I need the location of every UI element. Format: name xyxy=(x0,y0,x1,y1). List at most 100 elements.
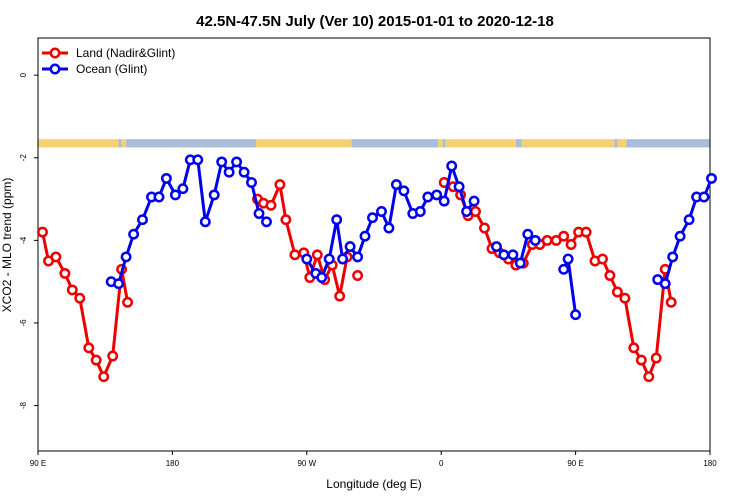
surface-bar xyxy=(38,139,710,148)
data-point xyxy=(514,257,526,269)
data-point xyxy=(311,249,323,261)
data-point xyxy=(323,253,335,265)
surface-segment-land xyxy=(38,139,119,148)
legend-land-label: Land (Nadir&Glint) xyxy=(76,46,175,60)
data-point xyxy=(301,253,313,265)
data-point xyxy=(334,290,346,302)
surface-segment-land xyxy=(256,139,352,148)
surface-segment-ocean xyxy=(614,139,618,148)
legend: Land (Nadir&Glint) Ocean (Glint) xyxy=(42,46,175,76)
data-point xyxy=(83,342,95,354)
series-line xyxy=(110,158,268,286)
data-point xyxy=(558,263,570,275)
series-layer xyxy=(37,154,717,383)
data-point xyxy=(446,160,458,172)
y-tick-label: -2 xyxy=(19,154,28,162)
surface-segment-land xyxy=(445,139,516,148)
data-point xyxy=(246,177,257,188)
data-point xyxy=(367,212,378,224)
plot-frame xyxy=(37,37,711,452)
data-point xyxy=(422,191,434,203)
data-point xyxy=(359,230,371,242)
data-point xyxy=(453,181,465,193)
surface-segment-land xyxy=(438,139,443,148)
data-point xyxy=(468,195,480,207)
data-point xyxy=(90,354,102,366)
data-point xyxy=(479,222,490,234)
data-point xyxy=(316,272,328,283)
surface-segment-ocean xyxy=(515,139,522,148)
surface-segment-land xyxy=(617,139,627,148)
legend-ocean-marker xyxy=(49,63,61,75)
data-point xyxy=(438,195,450,207)
data-point xyxy=(507,249,519,261)
data-point xyxy=(169,189,181,201)
surface-segment-ocean xyxy=(442,139,446,148)
data-point xyxy=(604,270,616,281)
legend-ocean-label: Ocean (Glint) xyxy=(76,62,147,76)
legend-land-marker xyxy=(49,47,61,59)
data-point xyxy=(659,278,671,290)
data-point xyxy=(665,296,677,308)
x-tick-label: 180 xyxy=(703,459,717,468)
surface-segment-land xyxy=(521,139,615,148)
surface-segment-ocean xyxy=(118,139,122,148)
y-tick-label: -4 xyxy=(19,236,28,244)
data-point xyxy=(352,251,364,263)
data-point xyxy=(628,342,640,354)
data-point xyxy=(461,206,473,217)
data-point xyxy=(107,350,119,362)
data-point xyxy=(160,172,172,184)
data-point xyxy=(192,154,204,166)
data-point xyxy=(619,292,631,304)
series-ocean xyxy=(105,154,717,321)
data-point xyxy=(265,199,277,211)
data-point xyxy=(50,251,62,263)
surface-segment-land xyxy=(121,139,127,148)
data-point xyxy=(529,234,541,246)
data-point xyxy=(153,191,165,203)
data-point xyxy=(398,185,410,197)
data-point xyxy=(565,239,577,250)
data-point xyxy=(431,189,443,201)
data-point xyxy=(611,286,623,298)
y-tick-label: -6 xyxy=(19,319,28,327)
data-point xyxy=(98,371,110,383)
data-point xyxy=(667,251,679,263)
data-point xyxy=(122,296,134,308)
data-point xyxy=(541,234,553,246)
data-point xyxy=(231,156,243,168)
data-point xyxy=(289,249,301,261)
data-point xyxy=(113,278,125,290)
data-point xyxy=(331,214,343,226)
x-tick-label: 180 xyxy=(166,459,180,468)
data-point xyxy=(580,226,592,238)
data-point xyxy=(570,309,582,321)
x-axis-label: Longitude (deg E) xyxy=(326,477,421,491)
data-point xyxy=(137,214,148,226)
data-point xyxy=(74,292,86,304)
data-point xyxy=(253,208,265,219)
data-point xyxy=(498,249,510,261)
x-axis: 90 E 180 90 W 0 90 E 180 xyxy=(30,451,717,468)
data-point xyxy=(344,241,356,253)
surface-segment-ocean xyxy=(126,139,257,148)
y-tick-label: -8 xyxy=(19,401,28,409)
data-point xyxy=(558,230,570,242)
data-point xyxy=(390,179,402,191)
data-point xyxy=(414,206,426,217)
surface-segment-ocean xyxy=(626,139,710,148)
data-point xyxy=(261,216,272,228)
x-tick-label: 90 E xyxy=(567,459,583,468)
data-point xyxy=(59,267,71,279)
data-point xyxy=(706,172,717,184)
data-point xyxy=(66,284,78,296)
data-point xyxy=(223,166,235,178)
data-point xyxy=(37,226,48,238)
series-land xyxy=(37,177,677,383)
data-point xyxy=(274,179,286,191)
data-point xyxy=(522,228,534,240)
data-point xyxy=(650,352,662,364)
y-axis: 0 -2 -4 -6 -8 xyxy=(19,72,38,409)
y-axis-label: XCO2 - MLO trend (ppm) xyxy=(0,178,14,313)
